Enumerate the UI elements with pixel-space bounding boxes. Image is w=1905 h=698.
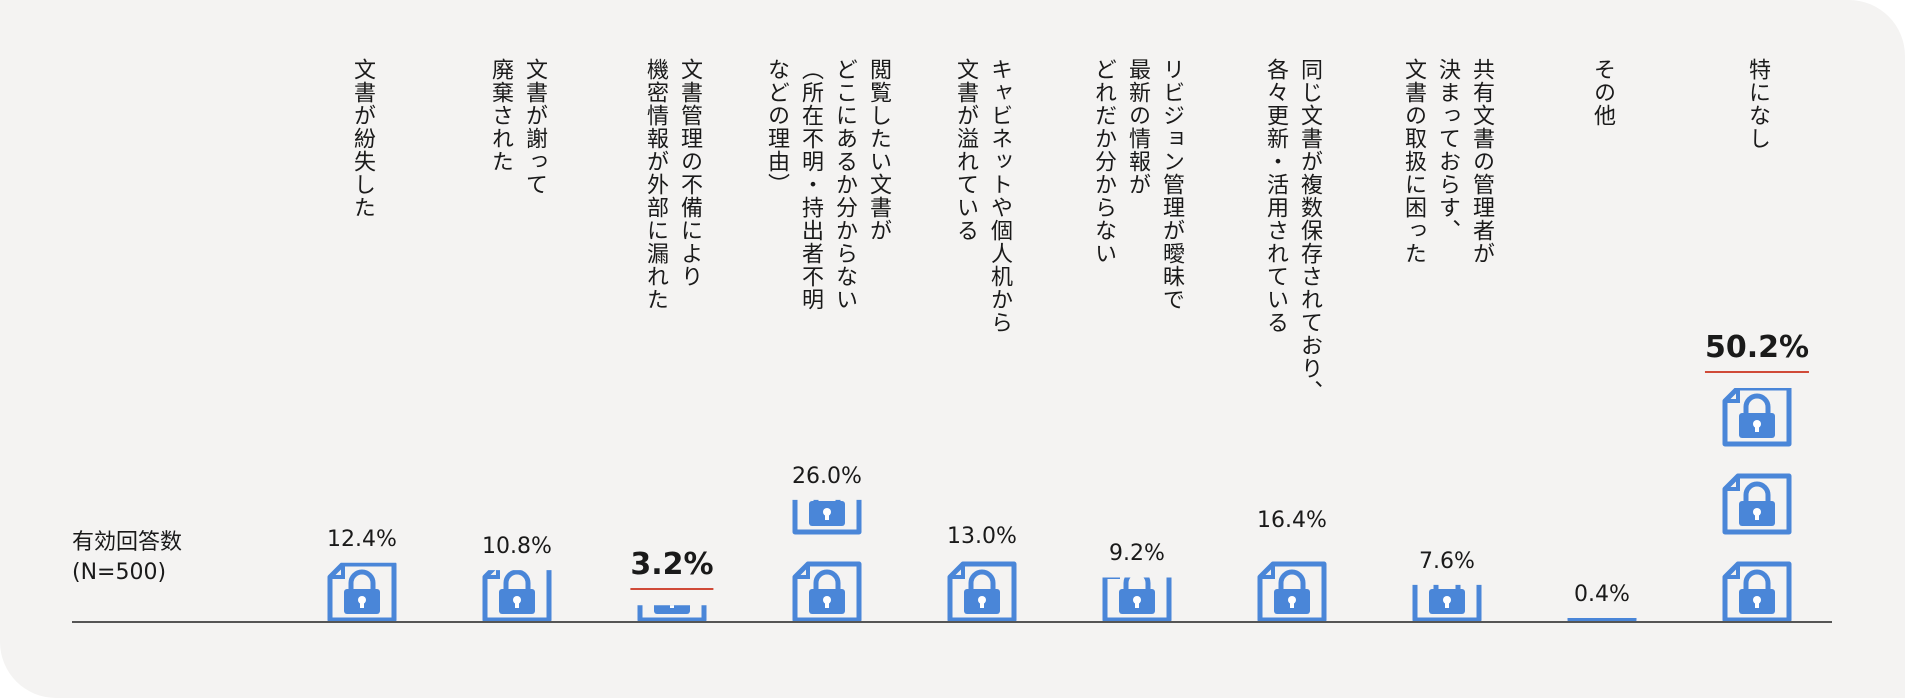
bar-7 — [1257, 561, 1327, 623]
category-label-2: 文書が謝って 廃棄された — [488, 58, 547, 196]
category-label-3: 文書管理の不備により 機密情報が外部に漏れた — [643, 58, 702, 311]
value-label-7: 16.4% — [1257, 508, 1327, 534]
value-label-3: 3.2% — [630, 547, 714, 591]
bar-4 — [792, 499, 862, 623]
category-label-5: キャビネットや個人机から 文書が溢れている — [953, 58, 1012, 334]
value-label-1: 12.4% — [327, 526, 397, 552]
bars-group — [327, 388, 1792, 623]
sample-size-label: 有効回答数 (N=500) — [72, 530, 183, 585]
value-label-4: 26.0% — [792, 463, 862, 489]
bar-6 — [1102, 577, 1172, 623]
value-label-5: 13.0% — [947, 523, 1017, 549]
value-label-9: 0.4% — [1574, 582, 1630, 607]
value-label-8: 7.6% — [1419, 548, 1475, 574]
category-label-10: 特になし — [1745, 58, 1770, 150]
category-label-1: 文書が紛失した — [350, 58, 375, 219]
category-label-8: 共有文書の管理者が 決まっておらす、 文書の取扱に困った — [1401, 58, 1494, 265]
bar-5 — [947, 561, 1017, 623]
bar-10 — [1722, 388, 1792, 623]
value-label-10: 50.2% — [1704, 330, 1810, 373]
category-label-9: その他 — [1590, 58, 1615, 127]
value-label-6: 9.2% — [1109, 541, 1165, 567]
category-label-6: リビジョン管理が曖昧で 最新の情報が どれだか分からない — [1091, 58, 1184, 311]
bar-2 — [482, 570, 552, 623]
bar-8 — [1412, 584, 1482, 623]
category-label-7: 同じ文書が複数保存されており、 各々更新・活用されている — [1263, 58, 1322, 403]
bar-3 — [637, 605, 707, 623]
bar-9 — [1567, 618, 1637, 623]
value-label-2: 10.8% — [482, 534, 552, 560]
category-label-4: 閲覧したい文書が どこにあるか分からない （所在不明・持出者不明 などの理由） — [764, 58, 891, 311]
bar-1 — [327, 562, 397, 623]
